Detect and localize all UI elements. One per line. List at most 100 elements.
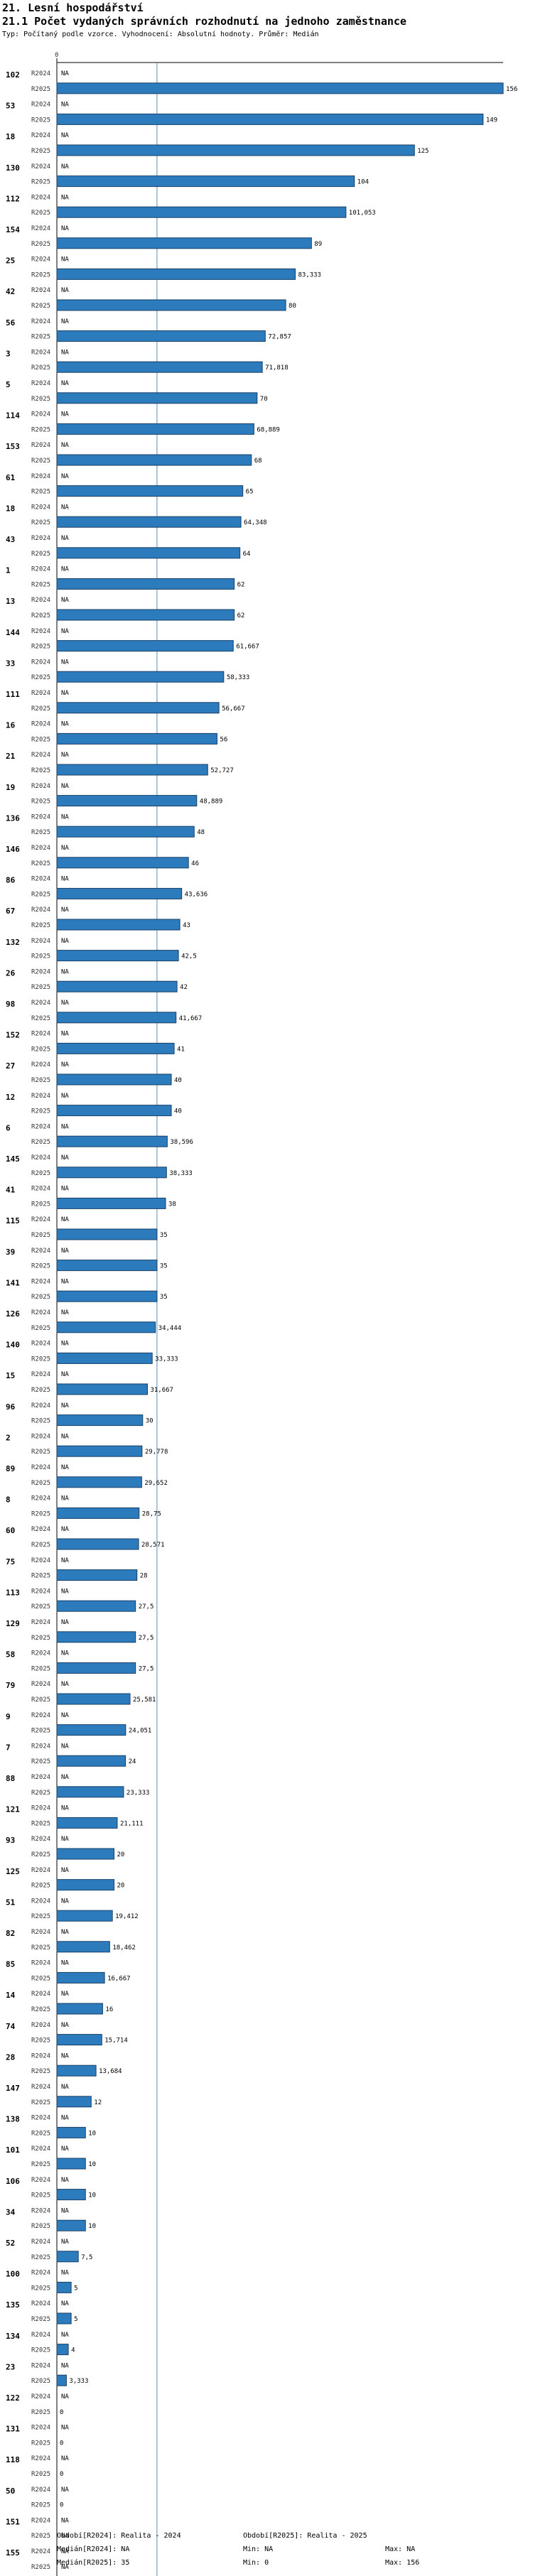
category-label: 33 <box>6 659 15 668</box>
series-label-r2025: R2025 <box>31 1913 50 1920</box>
bar-r2025 <box>56 1848 115 1860</box>
series-label-r2025: R2025 <box>31 1232 50 1239</box>
category-label: 125 <box>6 1867 20 1876</box>
value-label-r2025: 149 <box>486 117 497 124</box>
value-label-r2024: NA <box>61 1309 69 1316</box>
series-label-r2025: R2025 <box>31 2378 50 2385</box>
category-label: 130 <box>6 163 20 173</box>
min-r2025: Min: 0 <box>243 2559 269 2567</box>
series-label-r2025: R2025 <box>31 2223 50 2230</box>
value-label-r2024: NA <box>61 938 69 945</box>
bar-r2025 <box>56 113 484 125</box>
bar-r2025 <box>56 237 312 249</box>
series-label-r2024: R2024 <box>31 1186 50 1193</box>
category-label: 14 <box>6 1991 16 2000</box>
series-label-r2025: R2025 <box>31 1635 50 1642</box>
series-label-r2024: R2024 <box>31 318 50 325</box>
value-label-r2024: NA <box>61 1774 69 1781</box>
value-label-r2025: 5 <box>74 2285 77 2292</box>
value-label-r2024: NA <box>61 721 69 728</box>
value-label-r2024: NA <box>61 194 69 201</box>
value-label-r2024: NA <box>61 1248 69 1255</box>
series-label-r2025: R2025 <box>31 953 50 960</box>
series-label-r2025: R2025 <box>31 1263 50 1270</box>
value-label-r2024: NA <box>61 597 69 604</box>
value-label-r2024: NA <box>61 2115 69 2122</box>
bar-r2025 <box>56 175 355 188</box>
value-label-r2025: 10 <box>88 2161 96 2168</box>
value-label-r2025: 38,333 <box>169 1170 193 1177</box>
value-label-r2025: 48,889 <box>200 799 223 806</box>
series-label-r2025: R2025 <box>31 2440 50 2447</box>
series-label-r2025: R2025 <box>31 2130 50 2137</box>
value-label-r2024: NA <box>61 318 69 325</box>
series-label-r2025: R2025 <box>31 2192 50 2199</box>
bar-r2025 <box>56 485 244 497</box>
bar-r2025 <box>56 2034 102 2046</box>
value-label-r2025: 41 <box>177 1046 185 1053</box>
value-label-r2024: NA <box>61 2393 69 2401</box>
value-label-r2025: 52,727 <box>210 767 234 774</box>
category-label: 79 <box>6 1681 15 1690</box>
series-label-r2024: R2024 <box>31 1154 50 1162</box>
category-label: 140 <box>6 1341 20 1350</box>
bar-r2025 <box>56 1662 136 1674</box>
bar-r2025 <box>56 826 195 838</box>
category-label: 155 <box>6 2548 20 2558</box>
series-label-r2024: R2024 <box>31 690 50 697</box>
value-label-r2025: 83,333 <box>298 271 321 278</box>
value-label-r2024: NA <box>61 1402 69 1409</box>
category-label: 112 <box>6 194 20 203</box>
category-label: 85 <box>6 1960 15 1969</box>
value-label-r2024: NA <box>61 380 69 387</box>
bar-r2025 <box>56 702 220 714</box>
bar-r2025 <box>56 1693 131 1705</box>
series-label-r2024: R2024 <box>31 2393 50 2401</box>
value-label-r2025: 29,778 <box>145 1449 168 1456</box>
value-label-r2024: NA <box>61 1093 69 1100</box>
value-label-r2024: NA <box>61 256 69 264</box>
bar-r2025 <box>56 82 504 94</box>
series-label-r2025: R2025 <box>31 1603 50 1611</box>
category-label: 101 <box>6 2145 20 2155</box>
series-label-r2025: R2025 <box>31 1510 50 1517</box>
bar-r2025 <box>56 1167 167 1179</box>
category-label: 6 <box>6 1123 11 1132</box>
value-label-r2025: 23,333 <box>126 1790 150 1797</box>
value-label-r2025: 42 <box>180 984 188 991</box>
series-label-r2024: R2024 <box>31 968 50 975</box>
series-label-r2025: R2025 <box>31 2409 50 2416</box>
series-label-r2025: R2025 <box>31 519 50 526</box>
series-label-r2024: R2024 <box>31 1061 50 1068</box>
series-label-r2024: R2024 <box>31 1929 50 1936</box>
value-label-r2024: NA <box>61 1960 69 1967</box>
bar-r2025 <box>56 1507 140 1519</box>
series-label-r2024: R2024 <box>31 504 50 511</box>
series-label-r2024: R2024 <box>31 1960 50 1967</box>
category-label: 154 <box>6 225 20 234</box>
bar-r2025 <box>56 1135 168 1147</box>
series-label-r2024: R2024 <box>31 70 50 77</box>
bar-r2025 <box>56 1414 144 1427</box>
category-label: 18 <box>6 504 15 513</box>
category-label: 61 <box>6 473 16 482</box>
value-label-r2024: NA <box>61 783 69 790</box>
series-label-r2025: R2025 <box>31 1046 50 1053</box>
value-label-r2025: 35 <box>160 1232 168 1239</box>
series-label-r2025: R2025 <box>31 674 50 681</box>
series-label-r2024: R2024 <box>31 2177 50 2184</box>
bar-r2025 <box>56 547 241 559</box>
series-label-r2025: R2025 <box>31 2037 50 2045</box>
value-label-r2025: 70 <box>260 396 268 403</box>
chart-title: 21.1 Počet vydaných správních rozhodnutí… <box>2 15 407 28</box>
series-label-r2024: R2024 <box>31 659 50 666</box>
value-label-r2025: 33,333 <box>155 1355 178 1363</box>
value-label-r2025: 5 <box>74 2316 77 2323</box>
series-label-r2025: R2025 <box>31 2254 50 2261</box>
series-label-r2025: R2025 <box>31 2316 50 2323</box>
value-label-r2025: 20 <box>117 1851 125 1858</box>
value-label-r2024: NA <box>61 1650 69 1657</box>
bar-r2025 <box>56 206 347 218</box>
bar-r2025 <box>56 1600 136 1612</box>
category-label: 8 <box>6 1495 11 1505</box>
